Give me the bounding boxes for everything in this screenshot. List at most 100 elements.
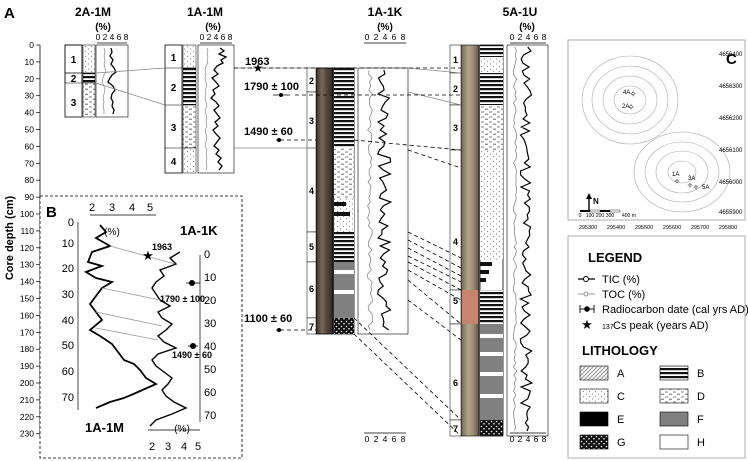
svg-text:Cs peak (years AD): Cs peak (years AD) (613, 320, 708, 332)
unit-label: 2 (453, 84, 458, 94)
svg-text:0: 0 (365, 32, 370, 42)
svg-text:4A: 4A (623, 90, 630, 96)
svg-text:B: B (697, 368, 704, 380)
panel-b-curve-1a-1k (149, 251, 188, 427)
depth-ticks: 0 10 20 30 40 50 60 70 80 90 100 110 120 130 140 150 160… (20, 40, 40, 439)
depth-tick-label: 140 (20, 277, 34, 287)
legend-radiocarbon: Radiocarbon date (cal yrs AD) (579, 304, 748, 316)
depth-tick-label: 210 (20, 395, 34, 405)
legend-cs-peak: ★ 137 Cs peak (years AD) (581, 317, 708, 332)
svg-text:2: 2 (518, 32, 523, 42)
unit-label: 6 (309, 284, 314, 294)
depth-tick-label: 60 (25, 141, 35, 151)
depth-tick-label: 50 (25, 125, 35, 135)
unit-label: 2 (171, 83, 177, 94)
svg-text:4: 4 (383, 32, 388, 42)
svg-text:2: 2 (518, 434, 523, 444)
svg-text:0: 0 (204, 249, 210, 261)
svg-text:6: 6 (534, 32, 539, 42)
svg-text:2: 2 (103, 32, 108, 42)
depth-tick-label: 110 (20, 226, 34, 236)
site-marker-icon: ✧ (627, 102, 635, 112)
depth-tick-label: 10 (25, 57, 35, 67)
svg-text:70: 70 (62, 392, 74, 404)
svg-text:2: 2 (207, 32, 212, 42)
depth-tick-label: 80 (25, 175, 35, 185)
svg-text:Radiocarbon date (cal yrs AD): Radiocarbon date (cal yrs AD) (602, 304, 748, 316)
svg-text:0: 0 (365, 434, 370, 444)
svg-text:(%): (%) (174, 424, 190, 435)
depth-tick-label: 40 (25, 108, 35, 118)
svg-text:4: 4 (214, 32, 219, 42)
svg-text:5A: 5A (702, 185, 709, 191)
svg-text:8: 8 (401, 434, 406, 444)
map-contours (581, 55, 731, 213)
svg-text:40: 40 (62, 315, 74, 327)
core-1a-1m: 1 2 3 4 (164, 44, 235, 174)
svg-text:6: 6 (534, 434, 539, 444)
cs-peak-star-icon: ★ (581, 317, 593, 332)
panel-c-letter: C (726, 51, 737, 68)
panel-b-left-axis: 0 10 20 30 40 50 60 70 (62, 217, 79, 410)
svg-text:40: 40 (204, 341, 216, 353)
date-1490: 1490 ± 60 (244, 126, 293, 142)
svg-text:8: 8 (542, 434, 547, 444)
lithology-swatch-h (659, 434, 689, 450)
core-photo-5a-1u (460, 44, 480, 437)
panel-c-map-frame (567, 39, 746, 221)
svg-text:3A: 3A (688, 176, 695, 182)
panel-b-date-1790: 1790 ± 100 (160, 280, 205, 304)
dashed-correlation-lines (234, 67, 462, 437)
depth-tick-label: 0 (29, 40, 34, 50)
depth-tick-label: 220 (20, 412, 34, 422)
svg-text:60: 60 (204, 387, 216, 399)
core-5a-1u: 1 2 3 4 5 6 7 (449, 44, 549, 437)
panel-b-lower-core: 1A-1M (85, 420, 124, 435)
svg-text:30: 30 (62, 289, 74, 301)
depth-tick-label: 100 (20, 209, 34, 219)
svg-text:3: 3 (165, 441, 171, 453)
north-arrow: N (586, 193, 599, 210)
unit-label: 1 (453, 55, 458, 65)
core-1a-1k: 2 3 4 5 6 7 (306, 67, 409, 335)
unit-label: 5 (453, 296, 458, 306)
svg-text:6: 6 (221, 32, 226, 42)
svg-text:(%): (%) (104, 227, 120, 238)
radiocarbon-marker-icon (279, 93, 283, 97)
svg-text:60: 60 (62, 366, 74, 378)
depth-tick-label: 180 (20, 344, 34, 354)
svg-text:400 m: 400 m (622, 213, 636, 219)
legend-tic: TIC (%) (578, 274, 640, 286)
svg-text:2: 2 (89, 202, 95, 214)
unit-label: 2 (309, 76, 314, 86)
svg-text:1963: 1963 (152, 242, 172, 252)
svg-text:300: 300 (606, 213, 615, 219)
svg-text:4656300: 4656300 (719, 84, 743, 90)
svg-text:295600: 295600 (663, 225, 681, 231)
core-title-5a-1u: 5A-1U (503, 5, 538, 19)
correlation-lines (95, 67, 462, 149)
unit-label: 3 (171, 123, 177, 134)
svg-text:0: 0 (200, 32, 205, 42)
legend-toc: TOC (%) (578, 289, 645, 301)
svg-text:70: 70 (204, 410, 216, 422)
svg-text:20: 20 (62, 263, 74, 275)
site-marker-icon: ✧ (693, 183, 700, 192)
svg-text:5: 5 (195, 441, 201, 453)
svg-text:6: 6 (117, 32, 122, 42)
unit-label: 2 (71, 74, 77, 85)
svg-text:E: E (617, 414, 624, 426)
radiocarbon-marker-icon (277, 138, 281, 142)
panel-b-date-1490: 1490 ± 60 (172, 343, 212, 360)
depth-tick-label: 130 (20, 260, 34, 270)
unit-label: 6 (453, 378, 458, 388)
radiocarbon-marker-icon (189, 280, 195, 286)
svg-text:20: 20 (204, 295, 216, 307)
unit-label: 3 (453, 123, 458, 133)
svg-text:C: C (617, 391, 625, 403)
svg-text:0: 0 (510, 32, 515, 42)
unit-label: 7 (309, 322, 314, 332)
unit-label: 7 (453, 424, 458, 434)
y-axis-label: Core depth (cm) (4, 195, 16, 280)
